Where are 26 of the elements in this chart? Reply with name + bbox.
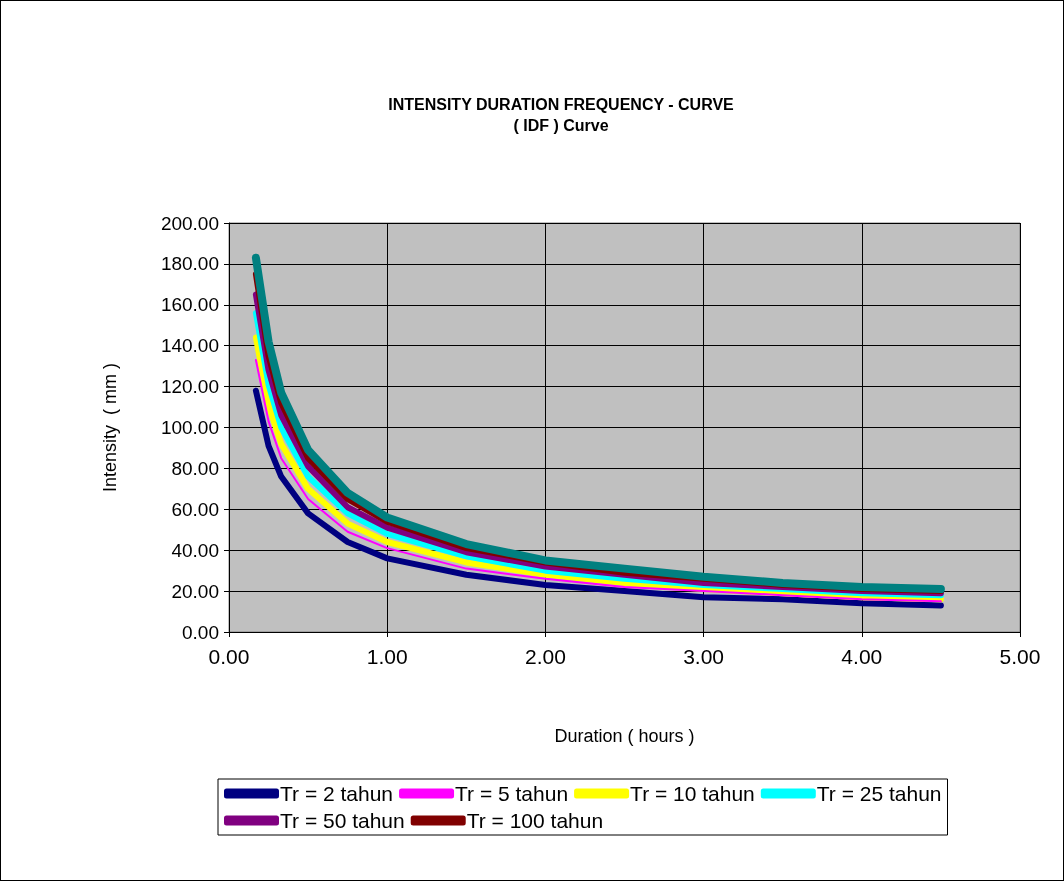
y-tick-label: 0.00	[182, 621, 219, 643]
y-tick-label: 140.00	[160, 335, 219, 357]
chart-title: INTENSITY DURATION FREQUENCY - CURVE ( IDF ) Curve	[388, 96, 735, 134]
y-tick-label: 100.00	[160, 417, 219, 438]
legend-label: Tr = 100 tahun	[466, 809, 604, 832]
legend-label: Tr = 25 tahun	[816, 782, 942, 805]
y-tick-label: 40.00	[171, 539, 219, 561]
y-tick-label: 120.00	[160, 376, 219, 398]
x-tick-label: 4.00	[841, 645, 883, 668]
y-tick-label: 160.00	[160, 294, 219, 316]
y-tick-label: 200.00	[160, 212, 219, 234]
y-tick-label: 80.00	[171, 457, 219, 479]
legend-label: Tr = 2 tahun	[280, 782, 394, 805]
x-tick-label: 0.00	[208, 645, 250, 668]
legend-label: Tr = 50 tahun	[280, 809, 405, 832]
y-axis-title: Intensity ( mm )	[100, 362, 120, 493]
legend-label: Tr = 5 tahun	[455, 782, 569, 805]
y-tick-label: 20.00	[171, 580, 219, 602]
x-tick-label: 1.00	[366, 645, 408, 668]
x-tick-label: 5.00	[999, 645, 1041, 668]
x-tick-label: 2.00	[524, 645, 566, 668]
y-tick-label: 180.00	[160, 253, 219, 275]
legend-label: Tr = 10 tahun	[630, 782, 755, 805]
x-axis-title: Duration ( hours )	[554, 726, 695, 746]
x-tick-label: 3.00	[683, 645, 725, 668]
y-tick-label: 60.00	[171, 498, 219, 520]
